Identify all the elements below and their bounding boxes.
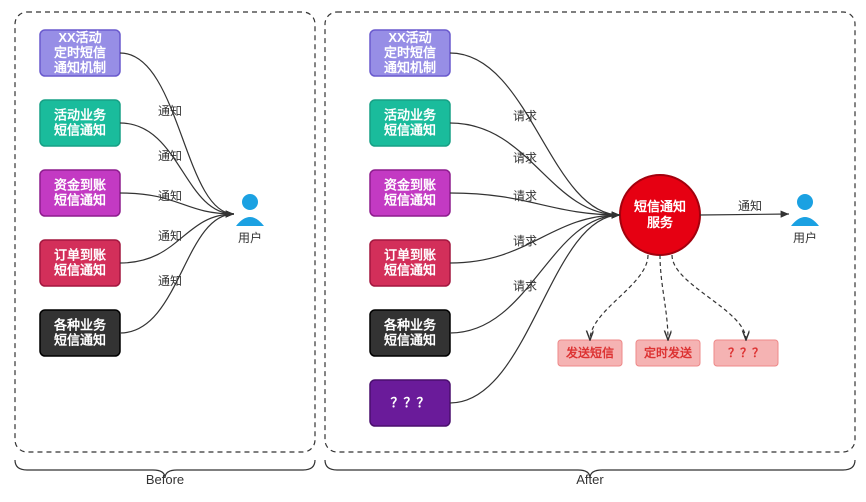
svg-text:活动业务: 活动业务	[384, 108, 437, 123]
svg-text:用户: 用户	[793, 230, 817, 245]
svg-text:通知机制: 通知机制	[54, 60, 106, 75]
edge-dashed	[672, 255, 746, 340]
user-icon	[791, 194, 819, 226]
svg-text:服务: 服务	[647, 215, 674, 230]
svg-text:定时发送: 定时发送	[644, 345, 693, 360]
svg-text:请求: 请求	[513, 234, 537, 248]
svg-text:短信通知: 短信通知	[384, 193, 436, 208]
svg-text:各种业务: 各种业务	[53, 318, 107, 333]
svg-text:通知: 通知	[158, 149, 182, 163]
svg-text:短信通知: 短信通知	[634, 199, 686, 214]
svg-text:短信通知: 短信通知	[54, 263, 106, 278]
svg-text:发送短信: 发送短信	[565, 345, 614, 360]
svg-text:资金到账: 资金到账	[54, 178, 106, 193]
svg-text:定时短信: 定时短信	[383, 45, 436, 60]
svg-text:？？？: ？？？	[390, 395, 429, 410]
edge	[700, 214, 789, 215]
svg-text:短信通知: 短信通知	[54, 123, 106, 138]
svg-text:After: After	[576, 472, 604, 487]
edge-dashed	[590, 255, 648, 340]
svg-text:短信通知: 短信通知	[54, 333, 106, 348]
svg-text:通知: 通知	[158, 189, 182, 203]
svg-text:通知: 通知	[158, 104, 182, 118]
svg-text:短信通知: 短信通知	[384, 123, 436, 138]
user-icon	[236, 194, 264, 226]
svg-text:订单到账: 订单到账	[384, 248, 436, 263]
svg-text:请求: 请求	[513, 279, 537, 293]
svg-text:通知: 通知	[158, 274, 182, 288]
svg-text:通知: 通知	[738, 199, 762, 213]
diagram-canvas: BeforeAfterXX活动定时短信通知机制活动业务短信通知资金到账短信通知订…	[0, 0, 866, 502]
svg-text:短信通知: 短信通知	[384, 333, 436, 348]
svg-text:短信通知: 短信通知	[384, 263, 436, 278]
svg-text:活动业务: 活动业务	[54, 108, 107, 123]
svg-text:短信通知: 短信通知	[54, 193, 106, 208]
svg-text:请求: 请求	[513, 151, 537, 165]
svg-text:订单到账: 订单到账	[54, 248, 106, 263]
svg-text:定时短信: 定时短信	[53, 45, 106, 60]
svg-text:XX活动: XX活动	[58, 30, 101, 45]
svg-text:请求: 请求	[513, 189, 537, 203]
svg-text:资金到账: 资金到账	[384, 178, 436, 193]
edge-dashed	[660, 255, 668, 340]
svg-text:通知机制: 通知机制	[384, 60, 436, 75]
svg-text:用户: 用户	[238, 230, 262, 245]
svg-text:请求: 请求	[513, 109, 537, 123]
svg-text:？？？: ？？？	[728, 346, 764, 360]
svg-text:通知: 通知	[158, 229, 182, 243]
svg-text:Before: Before	[146, 472, 184, 487]
svg-text:XX活动: XX活动	[388, 30, 431, 45]
svg-text:各种业务: 各种业务	[383, 318, 437, 333]
